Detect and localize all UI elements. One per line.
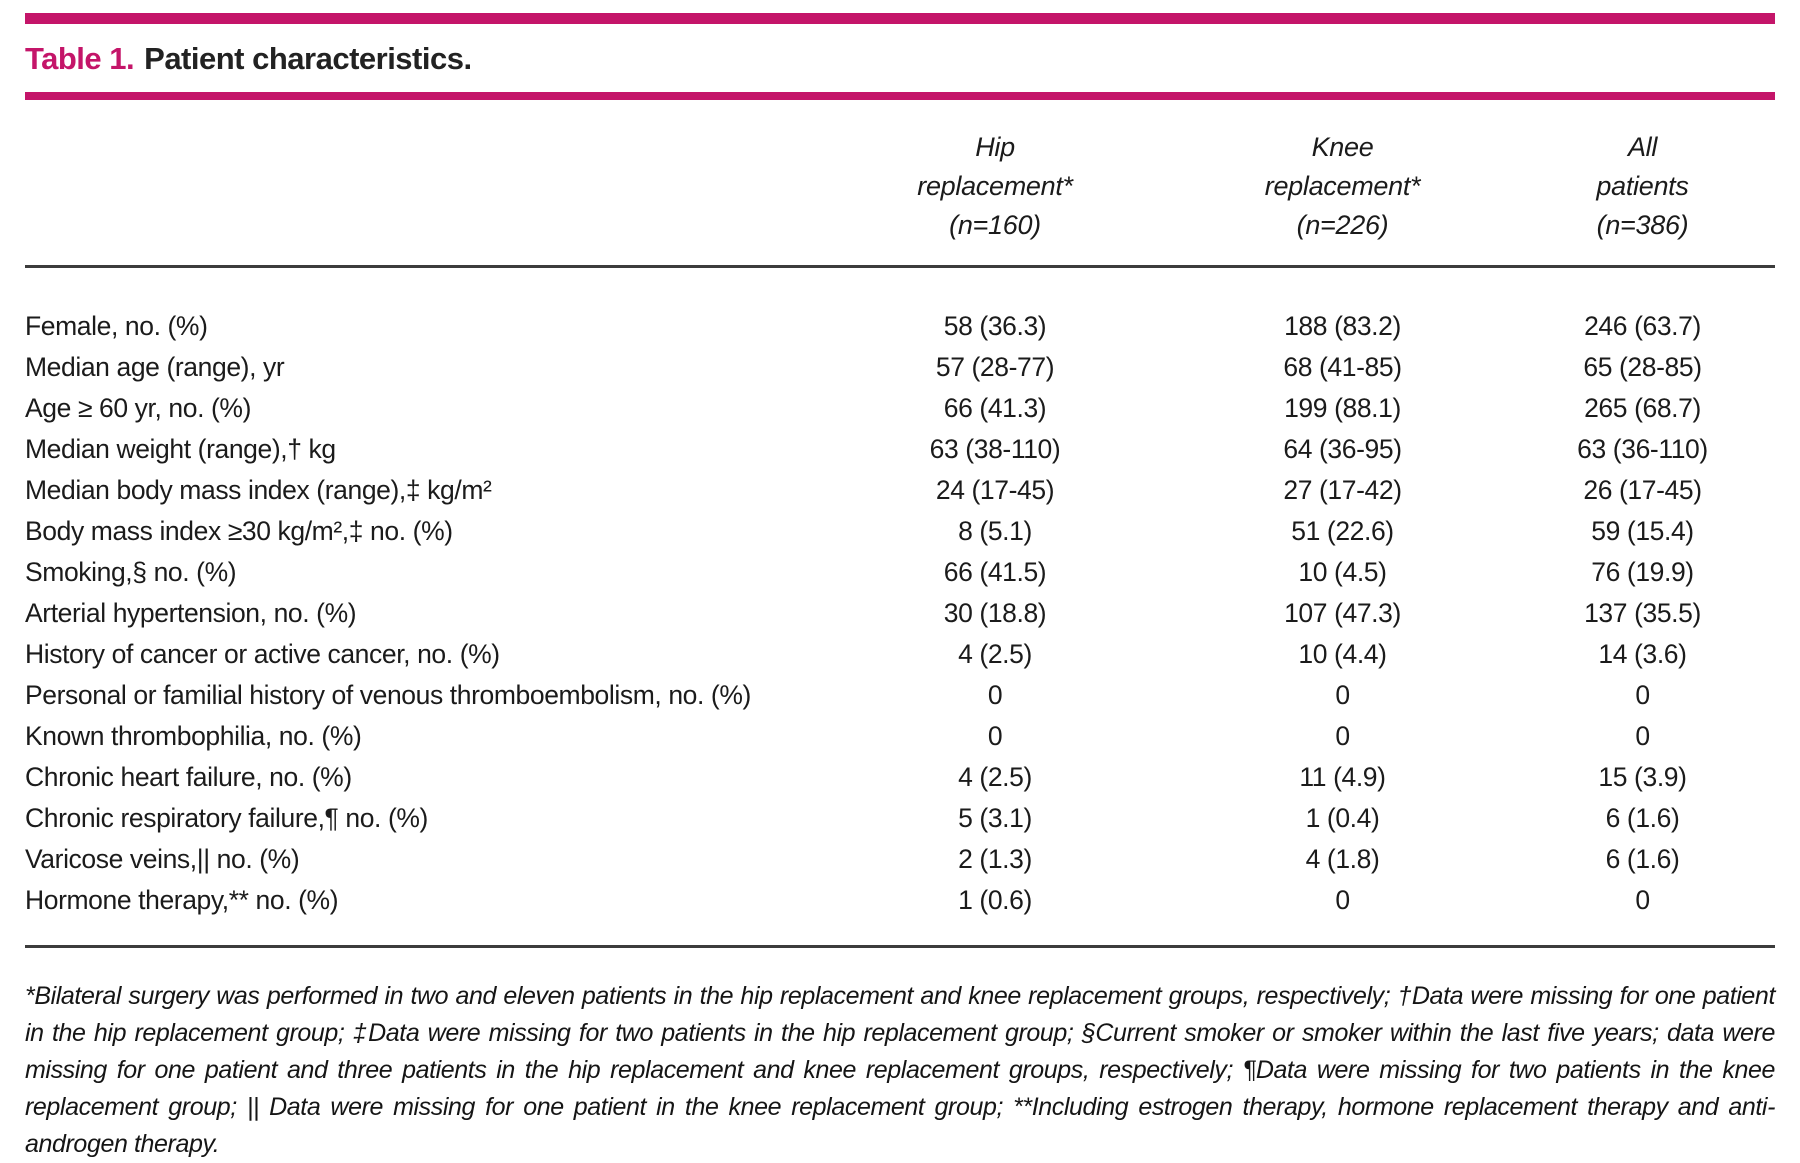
row-label: Female, no. (%)	[25, 311, 208, 341]
column-header-row: Hip replacement* (n=160) Knee replacemen…	[25, 100, 1775, 265]
table-row: Median weight (range),† kg 63 (38-110) 6…	[25, 429, 1775, 470]
row-label: Hormone therapy,** no. (%)	[25, 885, 339, 915]
table-title: Table 1. Patient characteristics.	[25, 24, 1775, 92]
table-row: Arterial hypertension, no. (%) 30 (18.8)…	[25, 593, 1775, 634]
table-row: Female, no. (%) 58 (36.3) 188 (83.2) 246…	[25, 306, 1775, 347]
row-label: Body mass index ≥30 kg/m²,‡ no. (%)	[25, 516, 453, 546]
table-row: Body mass index ≥30 kg/m²,‡ no. (%) 8 (5…	[25, 511, 1775, 552]
cell-all: 63 (36-110)	[1577, 434, 1708, 464]
column-header-all-line2: patients	[1596, 171, 1689, 201]
table-row: Chronic respiratory failure,¶ no. (%) 5 …	[25, 798, 1775, 839]
cell-hip: 0	[987, 721, 1003, 751]
table-row: Median body mass index (range),‡ kg/m² 2…	[25, 470, 1775, 511]
cell-all: 76 (19.9)	[1591, 557, 1694, 587]
column-header-all-line1: All	[1627, 132, 1658, 162]
cell-all: 0	[1635, 885, 1650, 915]
table-row: Varicose veins,|| no. (%) 2 (1.3) 4 (1.8…	[25, 839, 1775, 880]
cell-hip: 2 (1.3)	[958, 844, 1032, 874]
cell-knee: 4 (1.8)	[1305, 844, 1380, 874]
table-row: Personal or familial history of venous t…	[25, 675, 1775, 716]
table-footnote: *Bilateral surgery was performed in two …	[25, 982, 1775, 1158]
cell-hip: 5 (3.1)	[958, 803, 1032, 833]
cell-knee: 11 (4.9)	[1299, 762, 1386, 792]
cell-hip: 58 (36.3)	[943, 311, 1047, 341]
cell-all: 0	[1635, 721, 1650, 751]
row-label: Chronic heart failure, no. (%)	[25, 762, 352, 792]
column-header-knee-line2: replacement*	[1264, 171, 1421, 201]
row-label: History of cancer or active cancer, no. …	[25, 639, 500, 669]
cell-knee: 107 (47.3)	[1284, 598, 1401, 628]
row-label: Varicose veins,|| no. (%)	[25, 844, 300, 874]
column-header-hip-line1: Hip	[975, 132, 1015, 162]
cell-all: 26 (17-45)	[1583, 475, 1702, 505]
column-header-knee-line1: Knee	[1311, 132, 1374, 162]
cell-knee: 0	[1335, 721, 1350, 751]
row-label: Median body mass index (range),‡ kg/m²	[25, 475, 492, 505]
title-accent-rule	[25, 92, 1775, 100]
cell-all: 6 (1.6)	[1605, 844, 1680, 874]
paper-table-page: Table 1. Patient characteristics. Hip rep…	[0, 13, 1800, 1163]
cell-knee: 199 (88.1)	[1284, 393, 1401, 423]
cell-knee: 10 (4.5)	[1298, 557, 1387, 587]
row-label: Age ≥ 60 yr, no. (%)	[25, 393, 252, 423]
table-row: Chronic heart failure, no. (%) 4 (2.5) 1…	[25, 757, 1775, 798]
row-label: Known thrombophilia, no. (%)	[25, 721, 362, 751]
row-label: Smoking,§ no. (%)	[25, 557, 237, 587]
cell-knee: 68 (41-85)	[1283, 352, 1402, 382]
cell-all: 15 (3.9)	[1598, 762, 1687, 792]
cell-all: 0	[1635, 680, 1650, 710]
cell-hip: 24 (17-45)	[935, 475, 1055, 505]
cell-knee: 51 (22.6)	[1291, 516, 1394, 546]
cell-knee: 0	[1335, 680, 1350, 710]
cell-hip: 30 (18.8)	[943, 598, 1047, 628]
table-row: Hormone therapy,** no. (%) 1 (0.6) 0 0	[25, 880, 1775, 921]
cell-knee: 27 (17-42)	[1283, 475, 1402, 505]
cell-hip: 66 (41.5)	[943, 557, 1047, 587]
column-header-hip-line2: replacement*	[917, 171, 1073, 201]
cell-all: 59 (15.4)	[1591, 516, 1694, 546]
table-title-text: Patient characteristics.	[144, 41, 472, 76]
cell-knee: 0	[1335, 885, 1350, 915]
column-header-knee-line3: (n=226)	[1296, 210, 1389, 240]
cell-knee: 64 (36-95)	[1283, 434, 1402, 464]
cell-hip: 8 (5.1)	[958, 516, 1032, 546]
cell-knee: 10 (4.4)	[1298, 639, 1387, 669]
cell-hip: 1 (0.6)	[958, 885, 1032, 915]
cell-all: 65 (28-85)	[1583, 352, 1702, 382]
row-label: Arterial hypertension, no. (%)	[25, 598, 357, 628]
row-label: Personal or familial history of venous t…	[25, 680, 751, 710]
table-body: Female, no. (%) 58 (36.3) 188 (83.2) 246…	[25, 268, 1775, 945]
table-row: Age ≥ 60 yr, no. (%) 66 (41.3) 199 (88.1…	[25, 388, 1775, 429]
table-row: Smoking,§ no. (%) 66 (41.5) 10 (4.5) 76 …	[25, 552, 1775, 593]
column-header-knee: Knee replacement* (n=226)	[1175, 128, 1510, 245]
cell-knee: 1 (0.4)	[1305, 803, 1380, 833]
column-header-hip-line3: (n=160)	[949, 210, 1041, 240]
footnote-divider-rule	[25, 945, 1775, 948]
cell-all: 137 (35.5)	[1584, 598, 1701, 628]
cell-hip: 66 (41.3)	[943, 393, 1047, 423]
cell-hip: 57 (28-77)	[935, 352, 1055, 382]
cell-all: 246 (63.7)	[1584, 311, 1701, 341]
table-row: Known thrombophilia, no. (%) 0 0 0	[25, 716, 1775, 757]
cell-hip: 4 (2.5)	[958, 762, 1032, 792]
cell-hip: 0	[987, 680, 1003, 710]
row-label: Median weight (range),† kg	[25, 434, 336, 464]
table-row: Median age (range), yr 57 (28-77) 68 (41…	[25, 347, 1775, 388]
row-label: Median age (range), yr	[25, 352, 285, 382]
cell-all: 265 (68.7)	[1584, 393, 1701, 423]
top-accent-rule	[25, 13, 1775, 24]
header-divider-rule	[25, 265, 1775, 268]
column-header-hip: Hip replacement* (n=160)	[815, 128, 1175, 245]
row-label: Chronic respiratory failure,¶ no. (%)	[25, 803, 428, 833]
cell-knee: 188 (83.2)	[1284, 311, 1401, 341]
cell-hip: 63 (38-110)	[929, 434, 1061, 464]
cell-all: 6 (1.6)	[1605, 803, 1680, 833]
column-header-all-line3: (n=386)	[1596, 210, 1689, 240]
cell-hip: 4 (2.5)	[958, 639, 1032, 669]
column-header-all: All patients (n=386)	[1510, 128, 1775, 245]
table-row: History of cancer or active cancer, no. …	[25, 634, 1775, 675]
table-title-number: Table 1.	[25, 41, 135, 76]
column-header-spacer	[25, 128, 815, 245]
cell-all: 14 (3.6)	[1598, 639, 1687, 669]
